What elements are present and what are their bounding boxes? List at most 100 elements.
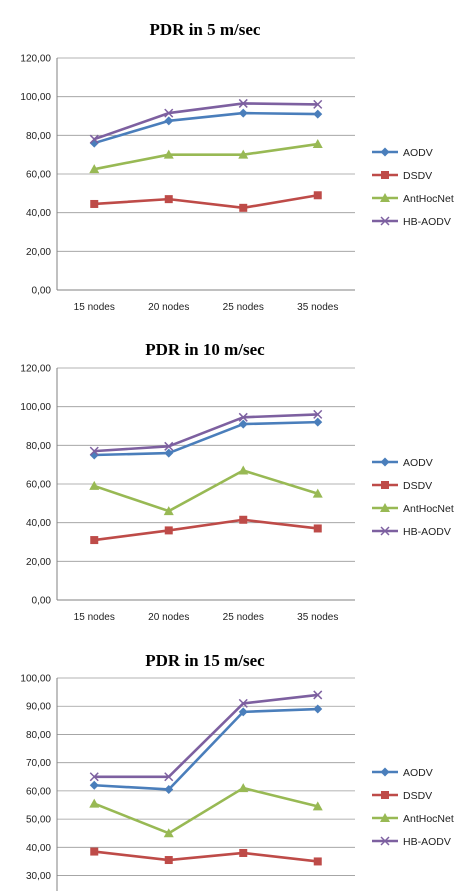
legend: AODV DSDV AntHocNet HB-AODV	[372, 767, 454, 848]
legend-label: AntHocNet	[403, 193, 454, 205]
data-point	[313, 857, 322, 866]
series-line	[93, 102, 318, 141]
series-dsdv	[90, 847, 322, 866]
series-aodv	[89, 417, 323, 460]
y-tick-label: 30,00	[26, 871, 51, 882]
x-tick-label: 35 nodes	[297, 302, 338, 313]
legend-label: AODV	[403, 767, 433, 779]
data-point	[89, 772, 99, 782]
legend-marker	[381, 171, 389, 179]
legend-marker	[380, 216, 390, 226]
data-point	[89, 164, 100, 174]
data-point	[89, 134, 99, 144]
data-point	[238, 108, 248, 118]
series-dsdv	[90, 191, 322, 212]
y-tick-label: 60,00	[26, 480, 51, 491]
y-tick-label: 120,00	[20, 364, 51, 375]
chart-3: PDR in 15 m/sec 30,00 40,00 50,00 60,00 70,00…	[20, 651, 454, 891]
data-point	[313, 109, 323, 119]
x-tick-label: 25 nodes	[223, 612, 264, 623]
series-line	[94, 518, 318, 542]
y-tick-label: 80,00	[26, 730, 51, 741]
y-tick-label: 120,00	[20, 54, 51, 65]
legend-label: HB-AODV	[403, 216, 451, 228]
data-point	[89, 446, 99, 456]
legend-label: DSDV	[403, 790, 432, 802]
series-hb-aodv	[89, 690, 323, 782]
data-point	[164, 856, 173, 865]
legend-label: DSDV	[403, 480, 432, 492]
data-point	[90, 536, 99, 545]
series-line	[94, 142, 318, 171]
legend: AODV DSDV AntHocNet HB-AODV	[372, 457, 454, 538]
y-tick-label: 100,00	[20, 402, 51, 413]
x-tick-label: 25 nodes	[223, 302, 264, 313]
data-point	[239, 848, 248, 857]
legend-label: AODV	[403, 147, 433, 159]
y-tick-label: 40,00	[26, 843, 51, 854]
x-tick-label: 15 nodes	[74, 612, 115, 623]
legend-marker	[380, 503, 390, 512]
legend-label: AODV	[403, 457, 433, 469]
y-tick-label: 60,00	[26, 786, 51, 797]
legend-marker	[381, 481, 389, 489]
x-tick-label: 20 nodes	[148, 612, 189, 623]
legend-label: DSDV	[403, 170, 432, 182]
chart-title: PDR in 10 m/sec	[145, 340, 265, 359]
data-point	[313, 409, 323, 419]
data-point	[90, 847, 99, 856]
data-point	[312, 139, 323, 149]
data-point	[313, 417, 323, 427]
legend-marker	[380, 813, 390, 822]
series-line	[94, 420, 318, 457]
data-point	[238, 419, 248, 429]
data-point	[164, 441, 174, 451]
series-line	[94, 413, 318, 453]
series-anthocnet	[89, 139, 323, 174]
y-tick-label: 100,00	[20, 92, 51, 103]
legend-label: HB-AODV	[403, 526, 451, 538]
series-anthocnet	[89, 783, 323, 838]
chart-2: PDR in 10 m/sec 0,00 20,00 40,00 60,00 80,00 1…	[20, 340, 453, 623]
data-point	[90, 199, 99, 208]
series-line	[93, 111, 318, 145]
legend-label: AntHocNet	[403, 503, 454, 515]
x-tick-label: 20 nodes	[148, 302, 189, 313]
series-hb-aodv	[89, 98, 323, 144]
series-line	[94, 693, 318, 779]
series-aodv	[89, 704, 323, 794]
series-line	[94, 193, 318, 210]
y-tick-label: 0,00	[32, 286, 52, 297]
data-point	[164, 526, 173, 535]
data-point	[238, 412, 248, 422]
data-point	[164, 772, 174, 782]
data-point	[313, 524, 322, 533]
chart-title: PDR in 15 m/sec	[145, 651, 265, 670]
data-point	[239, 203, 248, 212]
data-point	[238, 149, 249, 159]
y-tick-label: 20,00	[26, 557, 51, 568]
series-line	[93, 469, 319, 513]
y-tick-label: 100,00	[20, 674, 51, 685]
data-point	[164, 108, 174, 118]
legend-marker	[380, 147, 390, 157]
data-point	[239, 515, 248, 524]
data-point	[89, 780, 99, 790]
legend: AODV DSDV AntHocNet HB-AODV	[372, 147, 454, 228]
data-point	[238, 698, 248, 708]
data-point	[163, 149, 174, 159]
data-point	[164, 116, 174, 126]
y-tick-label: 0,00	[32, 596, 52, 607]
data-point	[164, 784, 174, 794]
data-point	[238, 98, 248, 108]
series-dsdv	[90, 515, 322, 545]
y-tick-label: 70,00	[26, 758, 51, 769]
data-point	[89, 480, 100, 490]
chart-title: PDR in 5 m/sec	[150, 20, 261, 39]
data-point	[89, 798, 100, 808]
legend-label: AntHocNet	[403, 813, 454, 825]
y-tick-label: 80,00	[26, 441, 51, 452]
y-tick-label: 40,00	[26, 518, 51, 529]
data-point	[313, 690, 323, 700]
